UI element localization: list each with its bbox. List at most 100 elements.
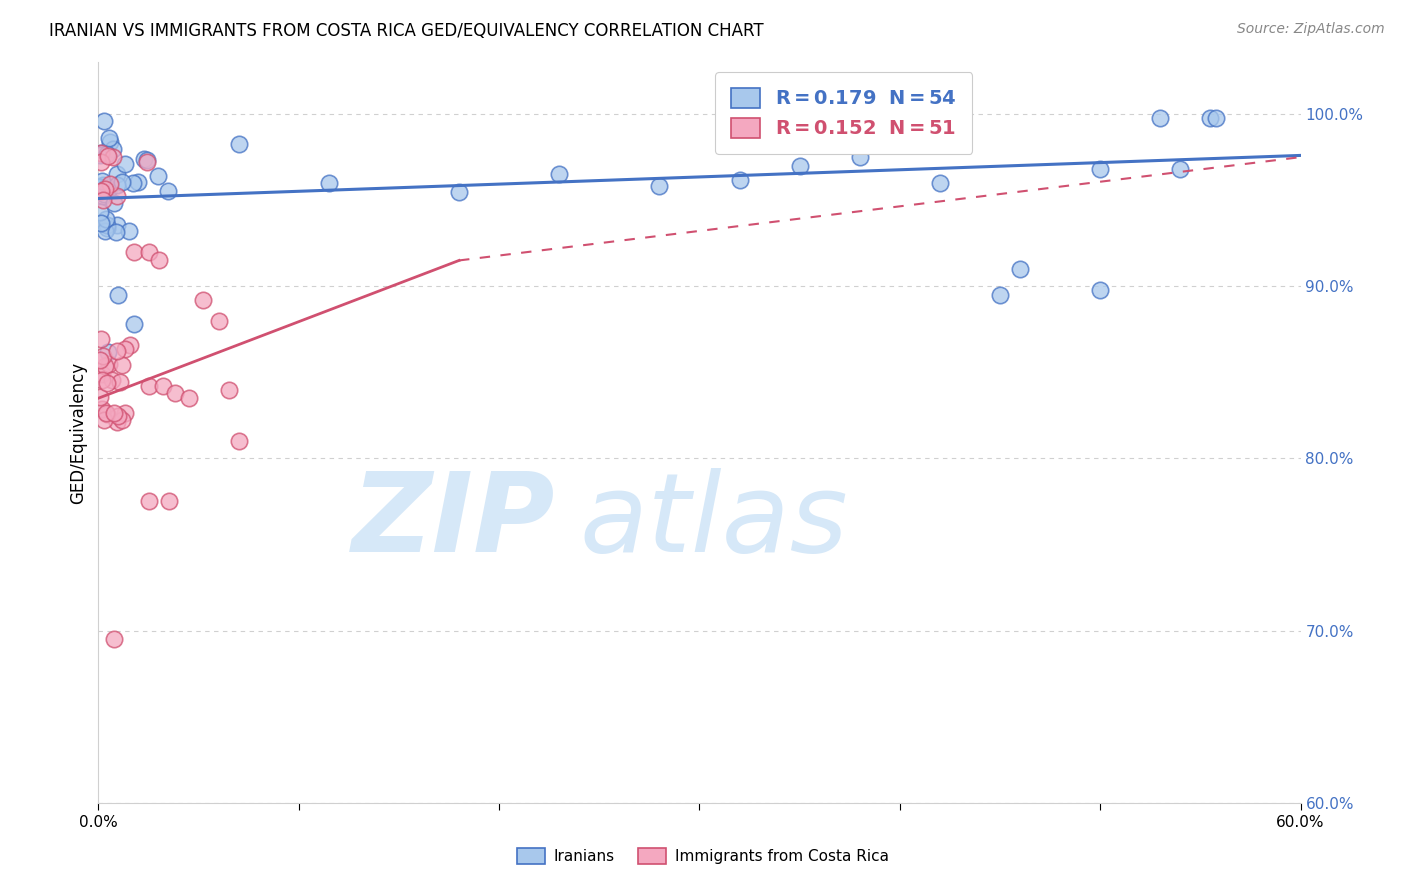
- Point: [103, 143, 125, 157]
- Point: [114, 406, 136, 420]
- Point: [1088, 283, 1111, 297]
- Point: [929, 176, 952, 190]
- Point: [90, 332, 112, 346]
- Point: [728, 172, 751, 186]
- Point: [152, 379, 174, 393]
- Point: [124, 317, 146, 331]
- Text: IRANIAN VS IMMIGRANTS FROM COSTA RICA GED/EQUIVALENCY CORRELATION CHART: IRANIAN VS IMMIGRANTS FROM COSTA RICA GE…: [49, 22, 763, 40]
- Point: [96, 219, 118, 233]
- Point: [138, 244, 160, 259]
- Point: [97, 149, 120, 163]
- Point: [110, 376, 132, 390]
- Point: [163, 386, 186, 401]
- Point: [111, 413, 134, 427]
- Text: atlas: atlas: [579, 468, 848, 575]
- Point: [107, 288, 129, 302]
- Point: [124, 244, 146, 259]
- Point: [103, 632, 125, 647]
- Legend: Iranians, Immigrants from Costa Rica: Iranians, Immigrants from Costa Rica: [512, 842, 894, 871]
- Point: [118, 337, 141, 351]
- Point: [91, 193, 114, 207]
- Point: [103, 196, 125, 211]
- Point: [177, 391, 200, 405]
- Point: [89, 180, 111, 194]
- Point: [96, 147, 118, 161]
- Point: [98, 177, 121, 191]
- Point: [94, 359, 117, 373]
- Legend: $\mathbf{R = 0.179}$  $\mathbf{N = 54}$, $\mathbf{R = 0.152}$  $\mathbf{N = 51}$: $\mathbf{R = 0.179}$ $\mathbf{N = 54}$, …: [716, 72, 973, 154]
- Point: [96, 221, 118, 235]
- Point: [114, 157, 136, 171]
- Point: [91, 174, 114, 188]
- Point: [105, 167, 128, 181]
- Point: [90, 184, 112, 198]
- Point: [135, 155, 157, 169]
- Point: [96, 406, 118, 420]
- Text: Source: ZipAtlas.com: Source: ZipAtlas.com: [1237, 22, 1385, 37]
- Point: [111, 175, 134, 189]
- Point: [89, 147, 111, 161]
- Point: [91, 401, 114, 416]
- Point: [135, 153, 157, 167]
- Point: [114, 342, 136, 356]
- Point: [132, 153, 155, 167]
- Point: [90, 216, 112, 230]
- Point: [548, 167, 571, 181]
- Point: [89, 390, 111, 404]
- Point: [93, 113, 115, 128]
- Point: [98, 182, 121, 196]
- Point: [1199, 111, 1222, 125]
- Point: [94, 182, 117, 196]
- Point: [97, 357, 120, 371]
- Point: [98, 135, 121, 149]
- Point: [90, 146, 112, 161]
- Point: [228, 137, 250, 152]
- Y-axis label: GED/Equivalency: GED/Equivalency: [69, 361, 87, 504]
- Point: [90, 373, 112, 387]
- Point: [228, 434, 250, 449]
- Point: [447, 185, 470, 199]
- Point: [103, 406, 125, 420]
- Point: [91, 367, 114, 381]
- Point: [648, 179, 671, 194]
- Point: [104, 225, 127, 239]
- Point: [105, 219, 128, 233]
- Point: [1010, 262, 1032, 277]
- Text: ZIP: ZIP: [352, 468, 555, 575]
- Point: [96, 376, 118, 391]
- Point: [138, 379, 160, 393]
- Point: [94, 212, 117, 227]
- Point: [105, 178, 128, 192]
- Point: [157, 184, 180, 198]
- Point: [91, 178, 114, 193]
- Point: [148, 253, 170, 268]
- Point: [318, 176, 340, 190]
- Point: [789, 159, 811, 173]
- Point: [191, 293, 214, 307]
- Point: [849, 150, 872, 164]
- Point: [97, 344, 120, 359]
- Point: [94, 224, 117, 238]
- Point: [157, 494, 180, 508]
- Point: [208, 314, 231, 328]
- Point: [93, 413, 115, 427]
- Point: [103, 150, 125, 164]
- Point: [105, 415, 128, 429]
- Point: [138, 494, 160, 508]
- Point: [1149, 111, 1171, 125]
- Point: [988, 288, 1011, 302]
- Point: [89, 204, 111, 219]
- Point: [1170, 162, 1192, 177]
- Point: [1088, 162, 1111, 177]
- Point: [107, 409, 129, 423]
- Point: [98, 131, 121, 145]
- Point: [111, 358, 134, 372]
- Point: [91, 189, 114, 203]
- Point: [96, 408, 118, 422]
- Point: [96, 180, 118, 194]
- Point: [127, 175, 149, 189]
- Point: [118, 224, 141, 238]
- Point: [90, 146, 112, 161]
- Point: [93, 186, 115, 201]
- Point: [105, 188, 128, 202]
